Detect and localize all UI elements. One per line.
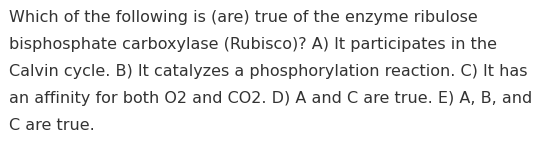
Text: bisphosphate carboxylase (Rubisco)? A) It participates in the: bisphosphate carboxylase (Rubisco)? A) I… — [9, 37, 498, 52]
Text: Which of the following is (are) true of the enzyme ribulose: Which of the following is (are) true of … — [9, 10, 478, 25]
Text: an affinity for both O2 and CO2. D) A and C are true. E) A, B, and: an affinity for both O2 and CO2. D) A an… — [9, 91, 533, 106]
Text: C are true.: C are true. — [9, 118, 95, 133]
Text: Calvin cycle. B) It catalyzes a phosphorylation reaction. C) It has: Calvin cycle. B) It catalyzes a phosphor… — [9, 64, 528, 79]
